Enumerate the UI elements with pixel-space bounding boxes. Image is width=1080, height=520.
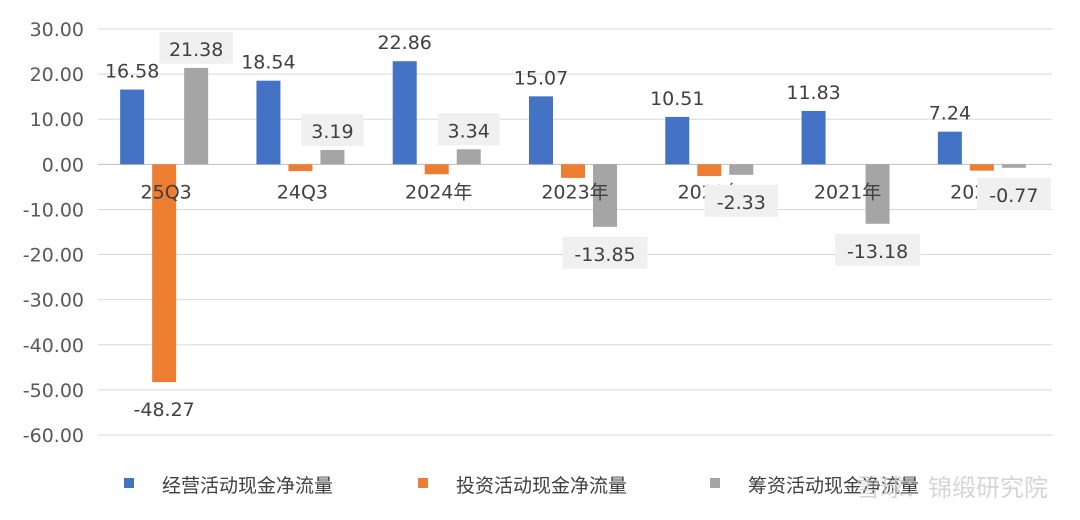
bar-series-2-4 [697, 164, 722, 177]
data-label: 3.19 [311, 121, 353, 143]
legend-swatch [710, 478, 720, 488]
bar-series-3-2 [456, 149, 481, 165]
bar-series-2-0 [152, 164, 177, 383]
legend-swatch [124, 478, 134, 488]
data-label: -48.27 [134, 399, 195, 421]
y-axis-tick-labels: 30.00 20.00 10.00 0.00 -10.00 -20.00 -30.00 -40… [23, 19, 84, 447]
data-label: -13.18 [847, 241, 908, 263]
data-label: -0.77 [989, 185, 1038, 207]
y-tick-label: -30.00 [23, 290, 84, 312]
y-tick-label: -10.00 [23, 199, 84, 221]
legend-swatch [418, 478, 428, 488]
data-label: -2.33 [717, 192, 766, 214]
data-label-box [437, 113, 500, 146]
y-tick-label: -50.00 [23, 380, 84, 402]
bar-series-3-6 [1001, 164, 1026, 168]
bar-series-2-3 [561, 164, 585, 178]
legend: 经营活动现金净流量 投资活动现金净流量 筹资活动现金净流量 [124, 475, 919, 497]
data-label: 22.86 [378, 32, 432, 54]
data-label-box [704, 184, 779, 217]
bar-series-3-3 [593, 164, 617, 227]
data-label: 3.34 [448, 120, 490, 142]
bar-series-1-6 [937, 131, 962, 165]
data-label-box [562, 236, 648, 269]
bar-series-3-4 [729, 164, 754, 175]
bar-series-2-6 [969, 164, 994, 171]
y-tick-label: 10.00 [30, 109, 84, 131]
y-tick-label: -20.00 [23, 245, 84, 267]
legend-label: 经营活动现金净流量 [162, 475, 333, 497]
data-label-box [977, 177, 1051, 210]
data-label: 11.83 [786, 82, 840, 104]
bar-series-3-1 [320, 149, 345, 165]
category-label: 2021年 [814, 181, 881, 203]
data-labels: 16.58 18.54 22.86 15.07 10.51 11.83 7.24 -48.27… [105, 31, 1051, 421]
category-label: 2023年 [541, 181, 608, 203]
y-tick-label: -60.00 [23, 425, 84, 447]
data-label: 16.58 [105, 61, 159, 83]
data-label: 15.07 [514, 67, 568, 89]
gridlines [98, 28, 1052, 436]
bar-series-1-4 [665, 116, 690, 165]
legend-label: 筹资活动现金净流量 [748, 475, 919, 497]
y-tick-label: 30.00 [30, 19, 84, 41]
data-label-box [159, 31, 233, 64]
bar-series-2-1 [288, 164, 313, 172]
bar-series-3-0 [184, 67, 209, 165]
category-label: 24Q3 [277, 181, 328, 203]
bar-series-3-5 [865, 164, 890, 224]
data-label-box [301, 113, 364, 146]
data-label: 7.24 [929, 103, 971, 125]
data-label-box [835, 233, 921, 266]
data-label: 18.54 [241, 52, 295, 74]
data-label: 21.38 [169, 39, 223, 61]
y-tick-label: 20.00 [30, 64, 84, 86]
bar-series-1-5 [801, 110, 826, 165]
bar-series-1-0 [120, 89, 145, 165]
legend-label: 投资活动现金净流量 [456, 475, 627, 497]
data-label: -13.85 [574, 244, 635, 266]
bars [120, 61, 1026, 383]
bar-series-2-2 [424, 164, 449, 175]
category-label: 25Q3 [141, 181, 192, 203]
y-tick-label: -40.00 [23, 335, 84, 357]
bar-series-1-3 [529, 96, 553, 165]
data-label: 10.51 [650, 88, 704, 110]
bar-series-1-1 [256, 80, 281, 165]
watermark-text: 雪球：锦缎研究院 [856, 474, 1048, 502]
y-tick-label: 0.00 [42, 154, 84, 176]
bar-series-1-2 [392, 61, 417, 165]
category-label: 2024年 [405, 181, 472, 203]
